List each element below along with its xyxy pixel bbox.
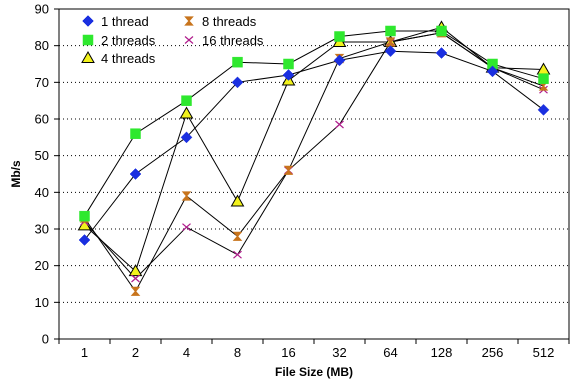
data-point — [129, 168, 142, 180]
y-tick-label: 90 — [35, 2, 49, 17]
data-point — [334, 31, 345, 42]
series-line — [84, 32, 544, 293]
data-point — [435, 47, 448, 59]
series-lines — [84, 26, 544, 293]
series-line — [84, 26, 544, 273]
x-tick-label: 4 — [183, 345, 190, 360]
data-point — [385, 25, 396, 37]
gridlines — [59, 45, 569, 303]
series-markers — [77, 20, 551, 296]
x-tick-label: 16 — [281, 345, 295, 360]
data-point — [384, 45, 397, 58]
x-tick-label: 128 — [431, 345, 453, 360]
data-point — [179, 106, 194, 119]
y-tick-label: 70 — [35, 75, 49, 90]
data-point — [180, 131, 193, 144]
data-point — [130, 128, 141, 139]
y-tick-label: 40 — [35, 185, 49, 200]
y-tick-label: 20 — [35, 258, 49, 273]
data-point — [335, 120, 344, 129]
x-axis-label: File Size (MB) — [275, 365, 353, 379]
data-point — [131, 274, 140, 283]
x-tick-label: 8 — [234, 345, 241, 360]
y-tick-label: 10 — [35, 295, 49, 310]
legend-marker — [184, 36, 194, 44]
data-point — [282, 69, 295, 81]
legend: 1 thread 2 threads 4 threads 8 threads 16 th… — [81, 14, 264, 66]
data-point — [283, 58, 294, 70]
data-point — [130, 286, 141, 296]
data-point — [385, 37, 396, 47]
y-axis-label: Mb/s — [9, 160, 23, 188]
y-tick-label: 30 — [35, 222, 49, 237]
x-tick-label: 512 — [533, 345, 555, 360]
data-point — [486, 65, 499, 78]
data-point — [79, 210, 90, 222]
x-tick-label: 2 — [132, 345, 139, 360]
legend-label: 4 threads — [101, 51, 156, 66]
data-point — [232, 56, 243, 68]
x-tick-label: 32 — [332, 345, 346, 360]
series-line — [84, 50, 544, 241]
data-point — [181, 95, 192, 106]
legend-label: 2 threads — [101, 33, 156, 48]
legend-marker — [82, 15, 94, 27]
data-point — [128, 264, 143, 277]
legend-label: 1 thread — [101, 14, 149, 29]
y-tick-label: 60 — [35, 112, 49, 127]
x-tick-label: 1 — [81, 345, 88, 360]
data-point — [181, 191, 192, 201]
legend-marker — [184, 16, 194, 26]
y-tick-label: 80 — [35, 38, 49, 53]
data-point — [231, 76, 244, 89]
data-point — [182, 223, 191, 232]
data-point — [436, 25, 447, 37]
data-point — [283, 165, 294, 175]
data-point — [233, 250, 242, 259]
x-tick-label: 64 — [383, 345, 397, 360]
data-point — [536, 62, 551, 75]
legend-label: 16 threads — [202, 33, 264, 48]
data-point — [78, 234, 91, 246]
data-point — [538, 73, 549, 84]
legend-marker — [82, 34, 94, 46]
data-point — [333, 54, 346, 67]
y-tick-label: 50 — [35, 148, 49, 163]
x-axis: 1 2 4 8 16 32 64 128 256 512 — [58, 339, 570, 360]
x-tick-label: 256 — [482, 345, 504, 360]
data-point — [232, 231, 243, 241]
y-axis: 0 10 20 30 40 50 60 70 80 90 — [35, 2, 59, 347]
y-tick-label: 0 — [42, 332, 49, 347]
data-point — [230, 194, 245, 207]
legend-label: 8 threads — [202, 14, 257, 29]
data-point — [537, 103, 550, 116]
legend-marker — [81, 50, 95, 63]
series-line — [84, 32, 544, 280]
